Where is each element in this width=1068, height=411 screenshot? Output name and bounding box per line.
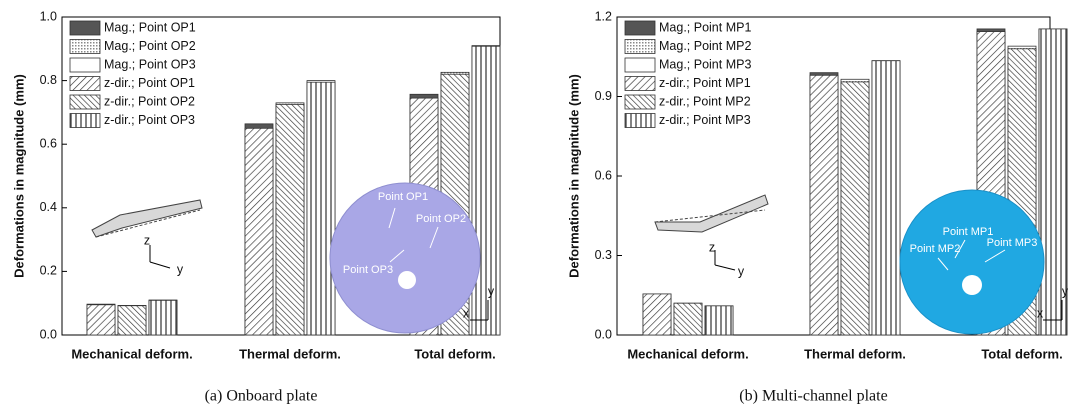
bar bbox=[245, 128, 273, 335]
bar bbox=[87, 305, 115, 335]
y-tick-label: 0.0 bbox=[40, 327, 57, 341]
x-tick-label: Mechanical deform. bbox=[627, 346, 748, 361]
legend-label: Mag.; Point OP3 bbox=[104, 57, 196, 71]
annotation: Point MP3 bbox=[987, 237, 1038, 249]
annotation: y bbox=[1062, 284, 1068, 298]
annotation: Point MP2 bbox=[910, 243, 961, 255]
legend-swatch bbox=[70, 21, 100, 35]
bar bbox=[810, 75, 838, 335]
legend-label: z-dir.; Point MP3 bbox=[659, 113, 751, 127]
y-axis-label: Deformations in magnitude (mm) bbox=[566, 74, 581, 278]
legend-label: z-dir.; Point MP2 bbox=[659, 94, 751, 108]
annotation: Point OP3 bbox=[343, 264, 393, 276]
x-tick-label: Thermal deform. bbox=[804, 346, 906, 361]
annotation: z bbox=[709, 240, 715, 254]
bar bbox=[643, 294, 671, 335]
annotation: y bbox=[177, 262, 184, 276]
bar bbox=[674, 303, 702, 335]
legend-swatch bbox=[625, 77, 655, 91]
legend-swatch bbox=[70, 58, 100, 72]
bar bbox=[118, 306, 146, 335]
annotation: Point OP1 bbox=[378, 191, 428, 203]
legend-swatch bbox=[625, 21, 655, 35]
x-tick-label: Thermal deform. bbox=[239, 346, 341, 361]
legend-label: z-dir.; Point MP1 bbox=[659, 76, 751, 90]
x-tick-label: Total deform. bbox=[414, 346, 495, 361]
annotation: y bbox=[488, 284, 495, 298]
annotation: y bbox=[738, 264, 745, 278]
bar bbox=[872, 61, 900, 335]
legend-swatch bbox=[70, 40, 100, 54]
caption: (b) Multi-channel plate bbox=[739, 388, 887, 405]
legend-label: Mag.; Point MP2 bbox=[659, 39, 751, 53]
y-tick-label: 0.2 bbox=[40, 264, 57, 278]
legend-swatch bbox=[625, 95, 655, 109]
figure: 0.0 0.2 0.4 0.6 0.8 1.0 Deformations in magnit… bbox=[0, 0, 1068, 411]
bar bbox=[841, 82, 869, 335]
caption: (a) Onboard plate bbox=[205, 388, 318, 405]
legend-swatch bbox=[625, 40, 655, 54]
bar bbox=[149, 300, 177, 335]
legend-swatch bbox=[70, 114, 100, 128]
bar bbox=[705, 306, 733, 335]
y-tick-label: 0.9 bbox=[595, 89, 612, 103]
y-tick-label: 0.0 bbox=[595, 327, 612, 341]
legend-label: Mag.; Point MP3 bbox=[659, 57, 751, 71]
legend-label: Mag.; Point OP1 bbox=[104, 20, 196, 34]
y-tick-label: 1.2 bbox=[595, 9, 612, 23]
y-tick-label: 0.4 bbox=[40, 200, 57, 214]
annotation: Point OP2 bbox=[416, 213, 466, 225]
annotation: x bbox=[1037, 306, 1044, 320]
y-tick-label: 0.6 bbox=[595, 168, 612, 182]
legend-swatch bbox=[625, 114, 655, 128]
bar bbox=[307, 82, 335, 335]
y-tick-label: 0.3 bbox=[595, 248, 612, 262]
legend-swatch bbox=[625, 58, 655, 72]
legend-label: z-dir.; Point OP3 bbox=[104, 113, 195, 127]
legend-label: z-dir.; Point OP2 bbox=[104, 94, 195, 108]
x-tick-label: Total deform. bbox=[981, 346, 1062, 361]
y-tick-label: 0.8 bbox=[40, 73, 57, 87]
y-axis-label: Deformations in magnitude (mm) bbox=[11, 74, 26, 278]
annotation: z bbox=[144, 233, 150, 247]
legend-label: z-dir.; Point OP1 bbox=[104, 76, 195, 90]
annotation: x bbox=[463, 306, 470, 320]
legend-label: Mag.; Point MP1 bbox=[659, 20, 751, 34]
x-tick-label: Mechanical deform. bbox=[71, 346, 192, 361]
legend-label: Mag.; Point OP2 bbox=[104, 39, 196, 53]
legend-swatch bbox=[70, 95, 100, 109]
bar bbox=[472, 46, 500, 335]
y-tick-label: 1.0 bbox=[40, 9, 57, 23]
legend-swatch bbox=[70, 77, 100, 91]
y-tick-label: 0.6 bbox=[40, 136, 57, 150]
bar bbox=[276, 104, 304, 335]
